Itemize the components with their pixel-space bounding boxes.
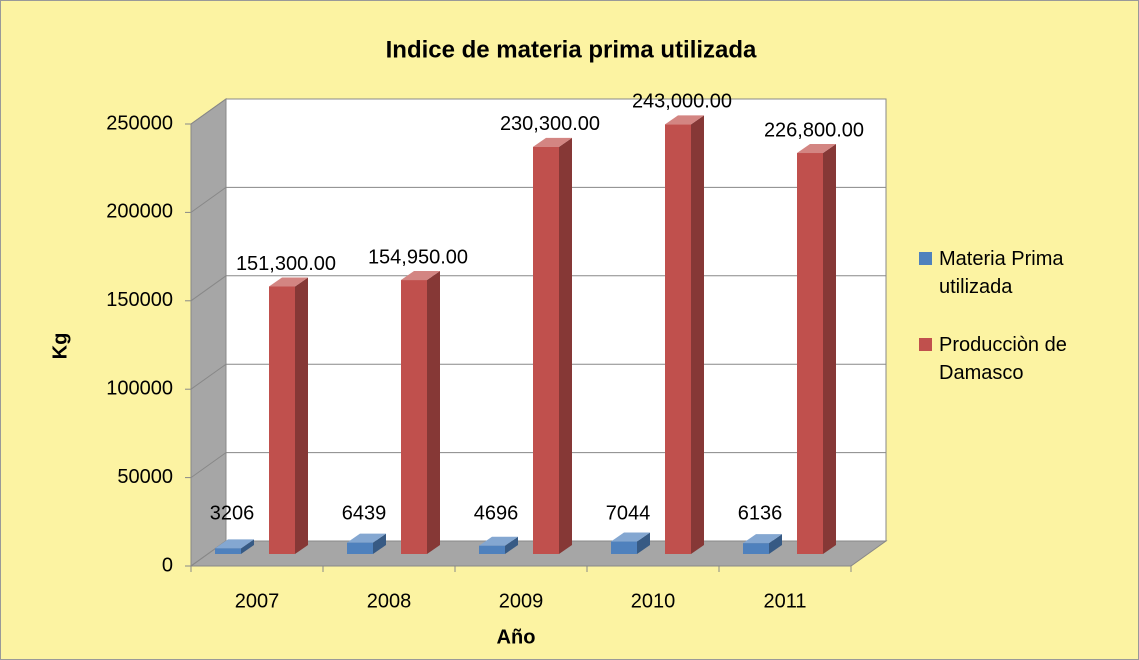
bar-side: [823, 144, 836, 555]
x-axis-label: Año: [497, 626, 536, 648]
bar-top: [743, 534, 782, 544]
bar: [743, 543, 769, 554]
x-tick-label: 2011: [763, 590, 806, 612]
x-tick-label: 2007: [235, 590, 280, 612]
bar-top: [347, 533, 386, 543]
data-label: 154,950.00: [368, 246, 468, 268]
bar-top: [401, 271, 440, 281]
bar-top: [269, 277, 308, 287]
grid-line: [190, 98, 886, 125]
bar-top: [665, 115, 704, 125]
x-tick-label: 2009: [499, 590, 544, 612]
bar-top: [479, 536, 518, 546]
legend-item: Materia Prima utilizada: [919, 245, 1119, 301]
bar: [401, 280, 427, 554]
bar-side: [241, 539, 254, 554]
bar-top: [533, 137, 572, 147]
bar: [611, 541, 637, 554]
bar: [665, 124, 691, 554]
bar: [479, 545, 505, 554]
data-label: 4696: [474, 502, 519, 524]
y-tick-label: 250000: [106, 112, 173, 134]
legend-label: Materia Prima utilizada: [939, 248, 1064, 298]
y-tick-label: 100000: [106, 377, 173, 399]
data-label: 151,300.00: [236, 253, 336, 275]
bar-side: [295, 277, 308, 554]
bar-side: [427, 271, 440, 554]
bar-side: [769, 534, 782, 554]
legend-swatch: [919, 338, 932, 351]
legend-item: Producciòn de Damasco: [919, 331, 1119, 387]
bar-top: [797, 144, 836, 154]
bar: [797, 153, 823, 555]
chart-title: Indice de materia prima utilizada: [386, 36, 757, 63]
bar-side: [691, 115, 704, 554]
bar: [269, 286, 295, 554]
y-tick-label: 50000: [117, 466, 173, 488]
data-label: 6439: [342, 502, 387, 524]
bar-side: [373, 533, 386, 554]
y-axis-label: Kg: [49, 333, 71, 360]
data-label: 226,800.00: [764, 119, 864, 141]
bar-side: [505, 536, 518, 554]
bar: [215, 548, 241, 554]
data-label: 230,300.00: [500, 113, 600, 135]
legend-label: Producciòn de Damasco: [939, 334, 1067, 384]
data-label: 243,000.00: [632, 91, 732, 113]
bar: [533, 146, 559, 555]
bar: [347, 542, 373, 554]
x-tick-label: 2010: [631, 590, 676, 612]
x-tick-label: 2008: [367, 590, 412, 612]
data-label: 3206: [210, 502, 255, 524]
bar-side: [637, 532, 650, 554]
y-tick-label: 200000: [106, 201, 173, 223]
data-label: 6136: [738, 502, 783, 524]
bar-top: [215, 539, 254, 549]
y-tick-label: 0: [162, 554, 173, 576]
bar-side: [559, 137, 572, 555]
side-wall: [190, 98, 227, 567]
bar-top: [611, 532, 650, 542]
data-label: 7044: [606, 502, 651, 524]
legend-swatch: [919, 252, 932, 265]
y-tick-label: 150000: [106, 289, 173, 311]
